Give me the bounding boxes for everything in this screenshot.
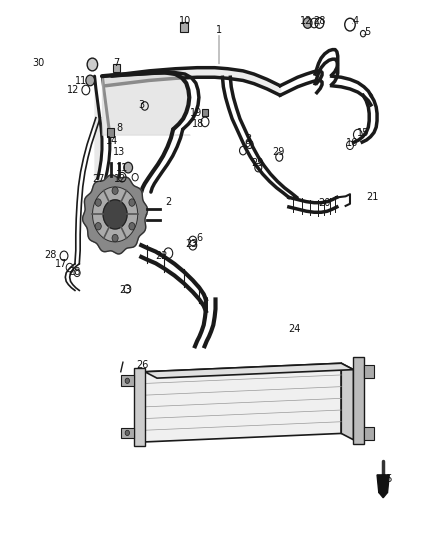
Text: 23: 23: [185, 239, 197, 249]
Text: 28: 28: [45, 250, 57, 260]
Text: 5: 5: [364, 27, 371, 37]
Circle shape: [129, 199, 135, 206]
Circle shape: [86, 75, 95, 86]
Polygon shape: [145, 364, 353, 378]
Text: 2: 2: [166, 197, 172, 207]
Text: 12: 12: [300, 16, 312, 26]
Text: 12: 12: [67, 85, 79, 95]
Bar: [180, 22, 188, 32]
Text: 11: 11: [75, 77, 88, 86]
Bar: [202, 109, 208, 116]
Bar: [134, 368, 145, 446]
Circle shape: [129, 223, 135, 230]
Text: 15: 15: [357, 127, 369, 138]
Polygon shape: [83, 175, 148, 254]
Bar: [353, 358, 364, 444]
Text: 4: 4: [352, 16, 358, 26]
Text: 22: 22: [155, 251, 168, 261]
Text: 28: 28: [313, 16, 325, 26]
Circle shape: [95, 223, 101, 230]
Polygon shape: [341, 364, 353, 440]
Text: 21: 21: [367, 192, 379, 203]
Text: 25: 25: [381, 474, 393, 484]
Text: 19: 19: [190, 108, 202, 118]
Text: 12: 12: [114, 174, 126, 184]
Polygon shape: [103, 200, 127, 229]
Circle shape: [303, 18, 312, 28]
Text: 1: 1: [216, 26, 222, 36]
Text: 3: 3: [138, 100, 145, 110]
Text: 18: 18: [192, 119, 204, 129]
Text: 24: 24: [288, 324, 300, 334]
Bar: [121, 375, 134, 386]
Text: 29: 29: [272, 147, 285, 157]
Text: 17: 17: [55, 260, 67, 269]
Text: 28: 28: [69, 267, 81, 277]
Text: 29: 29: [251, 158, 264, 168]
Text: 20: 20: [318, 198, 331, 208]
Circle shape: [112, 235, 118, 242]
Text: 3: 3: [246, 134, 252, 144]
Circle shape: [124, 163, 133, 173]
Bar: [364, 427, 374, 440]
Circle shape: [112, 187, 118, 195]
Text: 27: 27: [92, 174, 105, 184]
Text: 26: 26: [136, 360, 149, 370]
Circle shape: [95, 199, 101, 206]
Text: 14: 14: [106, 136, 118, 146]
Circle shape: [125, 430, 130, 435]
Text: 23: 23: [120, 285, 132, 295]
Polygon shape: [92, 187, 138, 242]
Text: 7: 7: [113, 59, 120, 68]
Text: 11: 11: [116, 163, 128, 173]
Bar: [113, 64, 120, 72]
Bar: [121, 427, 134, 438]
Text: 8: 8: [117, 123, 123, 133]
Bar: [107, 128, 114, 137]
Text: 6: 6: [196, 233, 202, 243]
Text: 9: 9: [244, 139, 250, 149]
Circle shape: [125, 378, 130, 383]
Circle shape: [87, 58, 98, 71]
Text: 16: 16: [346, 138, 358, 148]
Polygon shape: [377, 475, 389, 492]
Text: 30: 30: [32, 59, 44, 68]
Text: 10: 10: [179, 16, 191, 26]
Polygon shape: [379, 492, 388, 498]
Text: 13: 13: [113, 147, 125, 157]
Polygon shape: [145, 364, 341, 442]
Bar: [364, 366, 374, 378]
